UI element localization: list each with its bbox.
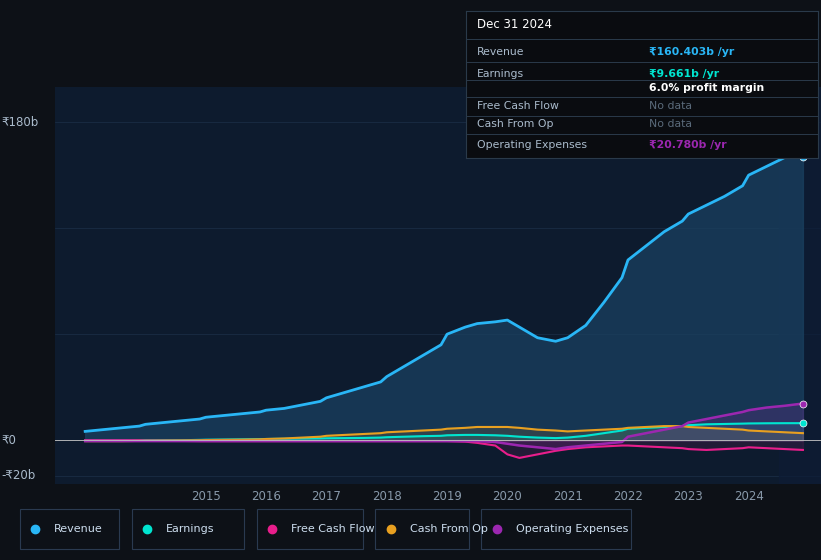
Text: Earnings: Earnings — [477, 68, 524, 78]
Text: Cash From Op: Cash From Op — [410, 524, 488, 534]
Text: ₹20.780b /yr: ₹20.780b /yr — [649, 139, 727, 150]
Text: No data: No data — [649, 101, 692, 111]
Text: Operating Expenses: Operating Expenses — [516, 524, 628, 534]
Bar — [779, 87, 821, 484]
Text: Earnings: Earnings — [166, 524, 214, 534]
Text: Revenue: Revenue — [477, 47, 525, 57]
Text: No data: No data — [649, 119, 692, 129]
Text: Free Cash Flow: Free Cash Flow — [477, 101, 559, 111]
Text: ₹180b: ₹180b — [2, 116, 39, 129]
Text: ₹0: ₹0 — [2, 434, 16, 447]
Text: Dec 31 2024: Dec 31 2024 — [477, 18, 552, 31]
Text: -₹20b: -₹20b — [2, 469, 36, 482]
Text: Cash From Op: Cash From Op — [477, 119, 553, 129]
Text: ₹9.661b /yr: ₹9.661b /yr — [649, 68, 719, 78]
Text: 6.0% profit margin: 6.0% profit margin — [649, 83, 764, 93]
Text: Free Cash Flow: Free Cash Flow — [291, 524, 374, 534]
Text: Operating Expenses: Operating Expenses — [477, 139, 587, 150]
Text: Revenue: Revenue — [54, 524, 103, 534]
Text: ₹160.403b /yr: ₹160.403b /yr — [649, 47, 734, 57]
